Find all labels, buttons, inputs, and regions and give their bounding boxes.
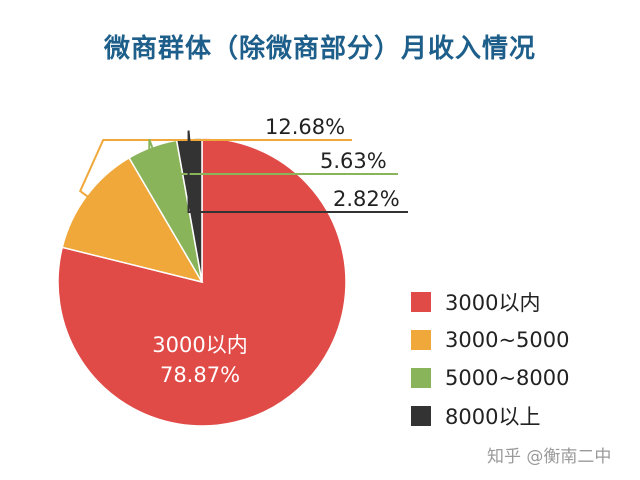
chart-title: 微商群体（除微商部分）月收入情况 (103, 34, 536, 64)
watermark: 知乎 @衡南二中 (487, 447, 612, 467)
legend-item: 3000~5000 (411, 321, 569, 359)
legend-swatch (411, 406, 431, 426)
legend: 3000以内 3000~5000 5000~8000 8000以上 (411, 283, 569, 435)
legend-swatch (411, 330, 431, 350)
legend-label: 8000以上 (445, 405, 541, 429)
legend-item: 5000~8000 (411, 359, 569, 397)
leader-line-2 (78, 139, 352, 201)
legend-item: 8000以上 (411, 397, 569, 435)
leader-line-3 (148, 139, 398, 175)
legend-label: 3000~5000 (445, 328, 570, 352)
data-label-2: 12.68% (265, 115, 345, 139)
data-label-1: 78.87% (160, 363, 240, 387)
legend-item: 3000以内 (411, 283, 569, 321)
leader-line-4 (187, 130, 408, 213)
legend-swatch (411, 292, 431, 312)
data-label-4: 2.82% (333, 187, 400, 211)
slice-label-1: 3000以内 (152, 333, 247, 357)
legend-label: 5000~8000 (445, 366, 570, 390)
data-label-3: 5.63% (320, 149, 387, 173)
legend-label: 3000以内 (445, 291, 541, 315)
legend-swatch (411, 368, 431, 388)
